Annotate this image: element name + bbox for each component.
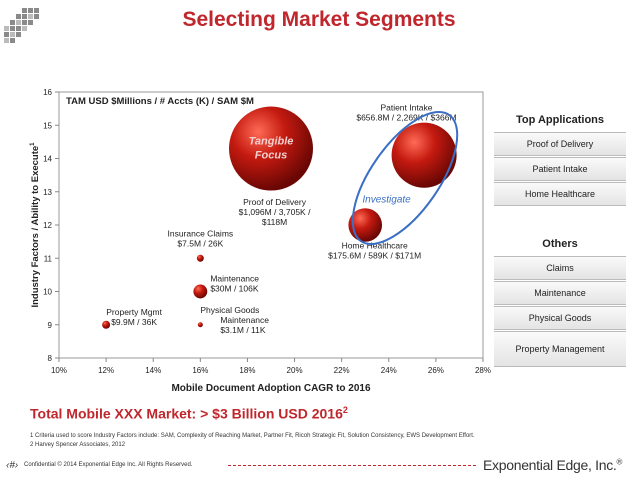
x-tick-label: 28% bbox=[475, 366, 491, 375]
confidential-notice: Confidential © 2014 Exponential Edge Inc… bbox=[24, 462, 193, 468]
brand-name: Exponential Edge, Inc.® bbox=[483, 457, 622, 473]
bubble-label-text: Property Mgmt $9.9M / 36K bbox=[106, 307, 162, 327]
bubble-home-healthcare bbox=[348, 208, 383, 242]
bubble-label-line: Proof of Delivery bbox=[243, 197, 307, 207]
bubble-label-line: Home Healthcare bbox=[342, 240, 408, 250]
page-number: ‹#› bbox=[6, 460, 19, 471]
x-tick-label: 20% bbox=[287, 366, 303, 375]
bubble-physical-goods-maintenance bbox=[197, 322, 203, 328]
bubble-label-line: Physical Goods bbox=[200, 305, 259, 315]
top-app-patient-intake: Patient Intake bbox=[494, 157, 626, 181]
y-tick-label: 11 bbox=[44, 254, 53, 263]
bubble-label-line: $3.1M / 11K bbox=[220, 325, 266, 335]
brand-label: Exponential Edge, Inc. bbox=[483, 457, 617, 473]
bubble-label-line: Maintenance bbox=[210, 274, 259, 284]
bubble-patient-intake bbox=[391, 122, 457, 188]
bubble-insurance-claims bbox=[196, 254, 204, 262]
footnote-2: 2 Harvey Spencer Associates, 2012 bbox=[30, 442, 126, 448]
y-axis-label-sup: 1 bbox=[30, 142, 36, 146]
top-applications-list: Proof of Delivery Patient Intake Home He… bbox=[494, 132, 626, 207]
footer-divider bbox=[228, 465, 476, 466]
bubble-label-line: Maintenance bbox=[220, 315, 269, 325]
annotation-line: Tangible bbox=[249, 136, 294, 148]
bubble-label-line: $118M bbox=[262, 217, 287, 227]
y-axis-label: Industry Factors / Ability to Execute bbox=[30, 146, 41, 308]
bubble-label-text: Insurance Claims $7.5M / 26K bbox=[167, 228, 233, 248]
bubble-label-text: Home Healthcare $175.6M / 589K / $171M bbox=[328, 240, 421, 260]
bubble-label-line: $656.8M / 2,269K / $366M bbox=[356, 112, 456, 122]
investigate-ellipse bbox=[351, 110, 459, 246]
bubble-label-line: $1,096M / 3,705K / bbox=[239, 207, 311, 217]
annotation-line: Focus bbox=[255, 150, 287, 162]
others-header: Others bbox=[542, 238, 578, 250]
bubble-label-line: $9.9M / 36K bbox=[111, 317, 157, 327]
x-tick-label: 18% bbox=[239, 366, 255, 375]
bubble-label-text: Physical Goods Maintenance $3.1M / 11K bbox=[200, 305, 269, 335]
other-maintenance: Maintenance bbox=[494, 281, 626, 305]
top-applications-header: Top Applications bbox=[516, 114, 604, 126]
x-tick-label: 12% bbox=[98, 366, 114, 375]
other-property-management: Property Management bbox=[494, 331, 626, 367]
y-tick-label: 8 bbox=[48, 354, 53, 363]
footnote-1: 1 Criteria used to score Industry Factor… bbox=[30, 433, 475, 439]
bubble-label-line: Property Mgmt bbox=[106, 307, 162, 317]
y-tick-label: 15 bbox=[43, 121, 52, 130]
total-market-label: Total Mobile XXX Market: > $3 Billion US… bbox=[30, 405, 343, 422]
y-tick-label: 16 bbox=[43, 88, 52, 97]
x-tick-label: 14% bbox=[145, 366, 161, 375]
other-physical-goods: Physical Goods bbox=[494, 306, 626, 330]
bubble-label-line: $7.5M / 26K bbox=[177, 238, 223, 248]
total-market-sup: 2 bbox=[342, 405, 348, 415]
bubble-label: Proof of Delivery $1,096M / 3,705K / $118M bbox=[239, 197, 311, 227]
annotation-tangible-focus: Tangible Focus bbox=[249, 136, 294, 162]
x-tick-label: 16% bbox=[192, 366, 208, 375]
y-tick-label: 10 bbox=[43, 288, 52, 297]
bubble-label-text: Patient Intake $656.8M / 2,269K / $366M bbox=[356, 102, 456, 122]
bubble-label-line: $175.6M / 589K / $171M bbox=[328, 250, 421, 260]
bubble-label: Home Healthcare $175.6M / 589K / $171M bbox=[328, 240, 421, 260]
other-claims: Claims bbox=[494, 256, 626, 280]
y-tick-label: 12 bbox=[43, 221, 52, 230]
page-title: Selecting Market Segments bbox=[182, 8, 456, 31]
x-tick-label: 22% bbox=[334, 366, 350, 375]
bubble-label: Patient Intake $656.8M / 2,269K / $366M bbox=[356, 102, 456, 122]
bubble-label-line: Patient Intake bbox=[380, 102, 432, 112]
bubble-property-mgmt bbox=[102, 320, 111, 329]
company-logo-icon bbox=[4, 6, 42, 44]
top-app-proof-of-delivery: Proof of Delivery bbox=[494, 132, 626, 156]
x-tick-label: 10% bbox=[51, 366, 67, 375]
chart-title: TAM USD $Millions / # Accts (K) / SAM $M bbox=[66, 96, 254, 107]
bubble-label: Physical Goods Maintenance $3.1M / 11K bbox=[200, 305, 269, 335]
bubble-proof-of-delivery bbox=[229, 106, 313, 191]
x-tick-label: 24% bbox=[381, 366, 397, 375]
bubble-label: Insurance Claims $7.5M / 26K bbox=[167, 228, 233, 248]
others-list: Claims Maintenance Physical Goods Proper… bbox=[494, 256, 626, 368]
bubble-label-text: Maintenance $30M / 106K bbox=[210, 274, 259, 294]
bubble-maintenance bbox=[193, 284, 208, 299]
y-tick-label: 9 bbox=[48, 321, 53, 330]
bubble-label-line: Insurance Claims bbox=[167, 228, 233, 238]
total-market-text: Total Mobile XXX Market: > $3 Billion US… bbox=[30, 405, 348, 422]
bubble-label: Maintenance $30M / 106K bbox=[210, 274, 259, 294]
top-app-home-healthcare: Home Healthcare bbox=[494, 182, 626, 206]
y-axis-label-group: Industry Factors / Ability to Execute1 bbox=[30, 142, 41, 308]
x-axis-label: Mobile Document Adoption CAGR to 2016 bbox=[171, 383, 371, 394]
bubble-label: Property Mgmt $9.9M / 36K bbox=[106, 307, 162, 327]
bubble-label-line: $30M / 106K bbox=[210, 284, 259, 294]
y-tick-label: 13 bbox=[43, 188, 52, 197]
annotation-investigate: Investigate bbox=[362, 194, 411, 205]
brand-mark: ® bbox=[616, 457, 623, 467]
x-tick-label: 26% bbox=[428, 366, 444, 375]
bubble-label-text: Proof of Delivery $1,096M / 3,705K / $118M bbox=[239, 197, 311, 227]
y-tick-label: 14 bbox=[43, 155, 52, 164]
